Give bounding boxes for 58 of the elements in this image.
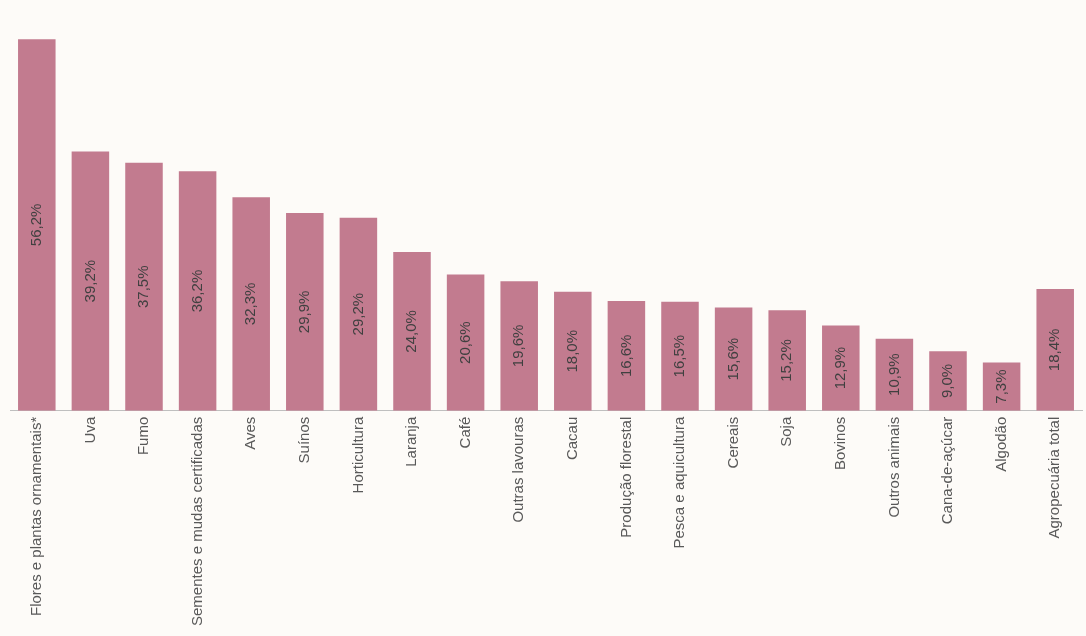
x-tick-label: Outras lavouras: [509, 416, 527, 523]
data-label: 29,2%: [348, 292, 366, 336]
x-tick-label: Agropecuária total: [1045, 416, 1063, 539]
x-tick-label: Algodão: [991, 416, 1009, 472]
bar: [500, 281, 538, 411]
x-tick-label: Outros animais: [884, 416, 902, 518]
data-label: 10,9%: [884, 353, 902, 396]
x-tick-label: Sementes e mudas certificadas: [187, 416, 205, 627]
x-tick-label: Cereais: [723, 416, 741, 469]
data-label: 19,6%: [509, 324, 527, 368]
x-tick-label: Cacau: [562, 416, 580, 461]
data-label: 15,6%: [723, 337, 741, 381]
bar: [393, 252, 431, 411]
x-tick-label: Pesca e aquicultura: [670, 416, 688, 549]
bar: [286, 213, 324, 411]
data-label: 7,3%: [991, 369, 1009, 404]
data-label: 29,9%: [294, 290, 312, 334]
data-label: 18,0%: [562, 329, 580, 373]
bar: [554, 291, 592, 411]
bar: [178, 171, 217, 411]
data-label: 37,5%: [134, 265, 152, 309]
x-tick-label: Bovinos: [830, 416, 848, 471]
data-label: 36,2%: [187, 269, 205, 313]
data-label: 9,0%: [938, 363, 956, 399]
data-label: 32,3%: [241, 282, 259, 326]
x-tick-label: Café: [455, 416, 473, 449]
bar: [446, 274, 485, 411]
x-tick-label: Aves: [241, 416, 259, 450]
data-label: 16,5%: [670, 334, 688, 378]
bar: [929, 351, 967, 411]
x-tick-label: Fumo: [134, 416, 152, 456]
data-label: 15,2%: [777, 339, 795, 382]
bar: [232, 197, 270, 411]
bar: [661, 301, 699, 411]
x-tick-label: Produção florestal: [616, 416, 634, 538]
data-label: 12,9%: [830, 346, 848, 390]
bar: [339, 217, 378, 411]
x-tick-label: Uva: [80, 416, 98, 444]
bar: [125, 162, 163, 411]
data-label: 24,0%: [402, 310, 420, 353]
data-label: 16,6%: [616, 334, 634, 378]
bar: [1036, 289, 1074, 411]
bar: [18, 39, 56, 411]
x-tick-label: Laranja: [402, 416, 420, 467]
data-label: 18,4%: [1045, 328, 1063, 372]
bar: [607, 300, 646, 411]
data-label: 39,2%: [80, 259, 98, 303]
bar: [714, 307, 753, 411]
x-tick-label: Cana-de-açúcar: [938, 416, 956, 525]
bar: [822, 325, 860, 411]
bar: [71, 151, 110, 411]
bar: [768, 310, 806, 411]
data-label: 20,6%: [455, 321, 473, 364]
data-label: 56,2%: [26, 203, 44, 247]
x-tick-label: Suínos: [294, 416, 312, 464]
x-tick-label: Soja: [777, 416, 795, 447]
x-tick-label: Horticultura: [348, 416, 366, 494]
x-tick-label: Flores e plantas ornamentais*: [26, 416, 44, 617]
